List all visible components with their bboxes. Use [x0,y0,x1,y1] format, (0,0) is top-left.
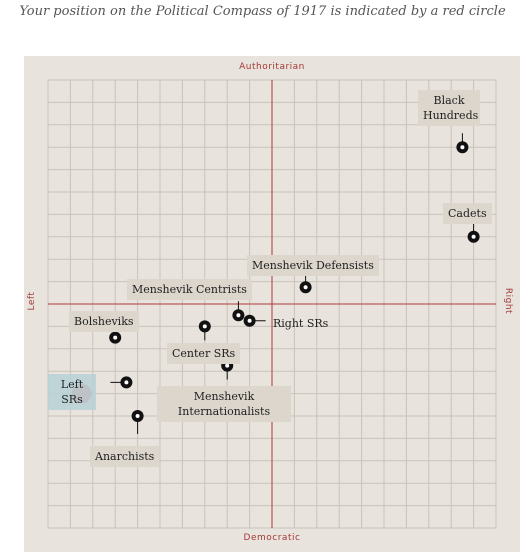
marker-dot-right-srs [247,318,252,323]
label-black-hundreds-line1: Black [433,94,465,107]
axis-label-democratic: Democratic [243,533,301,543]
label-menshevik-internationalists-line1: Menshevik [193,390,255,403]
label-left-srs-line2: SRs [61,393,83,406]
label-black-hundreds: Black Hundreds [418,90,480,126]
label-right-srs: Right SRs [273,317,329,330]
label-menshevik-internationalists: Menshevik Internationalists [157,386,291,422]
marker-dot-left-srs [124,380,129,385]
marker-dot-anarchists [135,414,140,418]
marker-dot-center-srs [202,324,207,329]
marker-dot-menshevik-centrists [236,313,241,318]
label-menshevik-internationalists-line2: Internationalists [177,405,271,418]
marker-dot-black-hundreds [460,145,465,150]
label-anarchists: Anarchists [90,446,160,467]
label-black-hundreds-line2: Hundreds [423,109,479,122]
label-left-srs-line1: Left [60,378,84,391]
political-compass: Authoritarian Democratic Left Right Blac… [24,56,520,552]
axis-label-left: Left [27,291,37,311]
marker-dot-menshevik-internationalists [225,363,230,368]
label-menshevik-centrists: Menshevik Centrists [127,279,252,300]
compass-caption: Your position on the Political Compass o… [19,4,506,19]
label-bolsheviks: Bolsheviks [69,311,139,332]
marker-dot-bolsheviks [113,335,118,340]
label-center-srs: Center SRs [167,343,241,364]
axis-label-right: Right [503,287,513,315]
axis-label-authoritarian: Authoritarian [239,62,305,72]
marker-dot-menshevik-defensists [303,285,308,290]
left-srs-highlight [48,374,96,410]
label-menshevik-defensists: Menshevik Defensists [247,255,379,276]
label-cadets: Cadets [443,203,492,224]
marker-dot-cadets [471,234,476,239]
label-left-srs: Left SRs [52,374,92,410]
compass-grid [47,79,497,529]
